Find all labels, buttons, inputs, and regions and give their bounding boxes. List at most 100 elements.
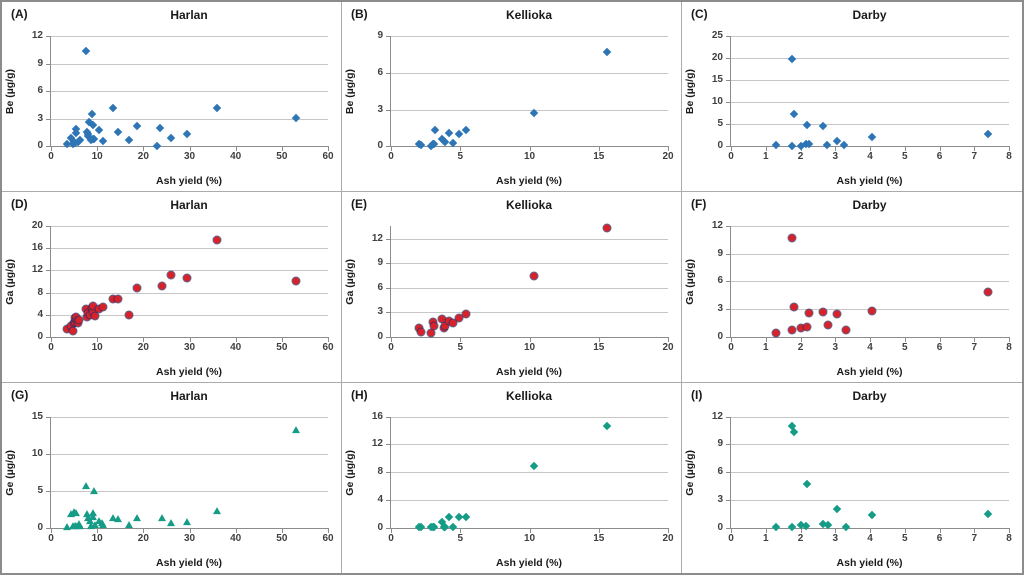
y-tick-label: 6 — [37, 85, 43, 97]
y-tick-mark — [386, 472, 391, 474]
y-tick-mark — [46, 416, 51, 418]
scatter-point — [445, 317, 453, 325]
x-tick-mark — [529, 146, 531, 152]
x-tick-mark — [904, 146, 906, 152]
y-gridline — [731, 253, 1009, 255]
scatter-point — [867, 510, 876, 519]
scatter-point — [431, 126, 440, 135]
x-tick-label: 10 — [91, 532, 103, 544]
panel-title: Harlan — [170, 388, 208, 403]
y-tick-mark — [386, 109, 391, 111]
x-tick-label: 5 — [457, 341, 464, 353]
x-tick-mark — [391, 527, 392, 533]
x-tick-label: 6 — [936, 341, 943, 353]
scatter-point — [788, 234, 796, 242]
x-axis-title: Ash yield (%) — [156, 365, 222, 378]
x-tick-label: 15 — [593, 341, 605, 353]
panel-letter: (B) — [351, 7, 368, 21]
x-tick-label: 40 — [230, 341, 242, 353]
scatter-point — [461, 512, 471, 522]
scatter-point — [89, 509, 98, 517]
x-tick-label: 4 — [867, 532, 873, 544]
y-gridline — [51, 36, 328, 37]
scatter-point — [75, 521, 84, 529]
y-gridline — [731, 226, 1009, 228]
y-tick-mark — [726, 36, 731, 37]
x-tick-mark — [598, 336, 600, 342]
x-tick-mark — [460, 527, 462, 533]
x-tick-label: 4 — [867, 341, 873, 353]
x-tick-mark — [939, 336, 941, 342]
y-tick-label: 9 — [377, 257, 383, 269]
panel-title: Kellioka — [505, 198, 553, 213]
scatter-point — [133, 121, 142, 131]
y-tick-label: 10 — [711, 96, 723, 108]
x-tick-mark — [328, 336, 329, 342]
x-tick-mark — [460, 336, 462, 342]
x-tick-mark — [97, 146, 99, 152]
y-tick-label: 3 — [377, 103, 383, 115]
scatter-point — [790, 303, 798, 311]
y-tick-label: 0 — [717, 330, 723, 342]
x-tick-label: 50 — [276, 532, 288, 544]
scatter-point — [787, 522, 797, 532]
scatter-point — [88, 512, 97, 520]
y-gridline — [731, 416, 1009, 418]
y-tick-label: 5 — [37, 484, 43, 496]
x-tick-mark — [51, 336, 52, 342]
y-tick-mark — [386, 238, 391, 240]
x-tick-mark — [51, 527, 52, 533]
scatter-point — [125, 311, 133, 319]
scatter-point — [183, 518, 192, 526]
scatter-point — [213, 236, 221, 244]
x-tick-mark — [328, 146, 329, 152]
x-tick-mark — [598, 146, 600, 152]
y-gridline — [391, 472, 668, 474]
scatter-point — [99, 303, 107, 311]
scatter-point — [114, 295, 122, 303]
plot-area: 0 5 10 15 0 10 20 30 40 50 60 — [32, 411, 334, 543]
y-tick-mark — [46, 527, 51, 529]
y-gridline — [51, 416, 328, 418]
x-tick-label: 20 — [662, 341, 674, 353]
x-tick-label: 15 — [593, 151, 605, 163]
x-tick-mark — [835, 527, 837, 533]
panel-letter: (A) — [11, 7, 28, 21]
y-tick-label: 20 — [711, 52, 723, 64]
x-tick-label: 20 — [662, 151, 674, 163]
y-gridline — [391, 109, 668, 111]
scatter-point — [291, 426, 300, 434]
x-tick-label: 0 — [388, 151, 394, 163]
y-tick-label: 12 — [371, 232, 383, 244]
x-tick-label: 2 — [797, 151, 804, 163]
scatter-point — [824, 321, 832, 329]
y-axis-title: Ge (µg/g) — [3, 449, 16, 496]
scatter-point — [109, 295, 117, 303]
scatter-point — [819, 308, 827, 316]
x-tick-mark — [668, 527, 669, 533]
scatter-point — [152, 141, 162, 151]
x-tick-label: 20 — [137, 151, 149, 163]
chart-panel-H: (H) Kellioka Ge (µg/g) 0 4 8 12 16 0 5 10 15 20 A… — [342, 382, 682, 573]
x-tick-mark — [189, 336, 191, 342]
scatter-point — [90, 521, 99, 529]
y-tick-mark — [726, 500, 731, 502]
scatter-point — [839, 141, 849, 150]
panel-letter: (D) — [11, 197, 28, 212]
chart-panel-D: (D) Harlan Ga (µg/g) 0 4 8 12 16 20 0 10 20 30 40 5… — [2, 192, 342, 383]
x-tick-mark — [235, 336, 237, 342]
x-tick-label: 1 — [762, 151, 769, 163]
x-tick-label: 7 — [971, 341, 978, 353]
scatter-point — [787, 55, 797, 64]
scatter-point — [602, 47, 612, 57]
scatter-point — [983, 129, 993, 138]
x-tick-mark — [51, 146, 52, 152]
x-tick-mark — [800, 336, 802, 342]
y-gridline — [391, 238, 668, 240]
x-tick-label: 30 — [183, 532, 196, 544]
chart-panel-G: (G) Harlan Ge (µg/g) 0 5 10 15 0 10 20 30 40 50 60… — [2, 382, 342, 573]
x-tick-mark — [1009, 527, 1010, 533]
y-tick-mark — [46, 91, 51, 93]
x-tick-mark — [143, 527, 145, 533]
